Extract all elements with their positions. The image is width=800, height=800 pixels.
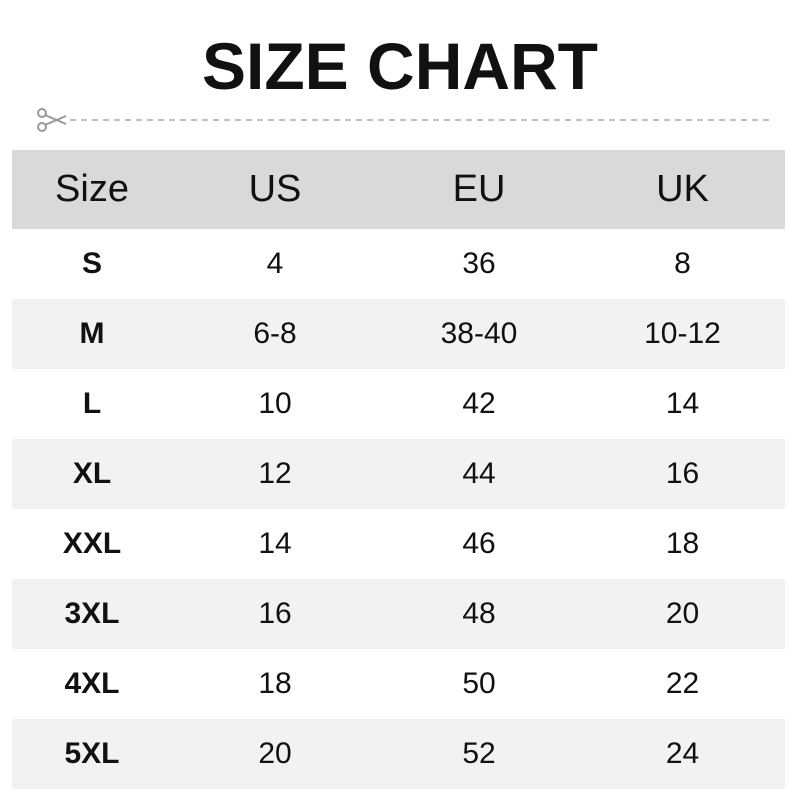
- table-row: 4XL 18 50 22: [12, 649, 785, 719]
- table-cell: 38-40: [440, 317, 518, 350]
- table-cell: 46: [462, 527, 496, 560]
- table-row: L 10 42 14: [12, 369, 785, 439]
- size-label-cell: S: [81, 247, 102, 280]
- size-label-cell: XL: [72, 457, 112, 490]
- table-cell: 4: [266, 247, 284, 280]
- scissors-icon: [37, 108, 67, 132]
- table-cell: 24: [665, 737, 700, 770]
- table-cell: 20: [258, 737, 292, 770]
- size-label-cell: M: [79, 317, 105, 350]
- table-cell: 10-12: [644, 317, 721, 350]
- table-row: XXL 14 46 18: [12, 509, 785, 579]
- table-cell: 44: [462, 457, 496, 490]
- table-row: S 4 36 8: [12, 229, 785, 299]
- table-cell: 48: [462, 597, 496, 630]
- table-cell: 14: [258, 527, 292, 560]
- size-label-cell: L: [82, 387, 102, 420]
- table-cell: 18: [258, 667, 292, 700]
- table-cell: 16: [665, 457, 700, 490]
- table-cell: 16: [258, 597, 292, 630]
- header-cell: UK: [656, 168, 709, 210]
- table-cell: 8: [674, 247, 691, 280]
- table-cell: 6-8: [253, 317, 297, 350]
- table-cell: 42: [462, 387, 496, 420]
- size-table: Size US EU UK S 4 36 8 M 6-8 38-40 10-12 L 10 42 14…: [12, 150, 785, 789]
- table-header-row: Size US EU UK: [12, 150, 785, 229]
- header-cell: Size: [55, 168, 129, 210]
- table-cell: 12: [258, 457, 292, 490]
- table-row: M 6-8 38-40 10-12: [12, 299, 785, 369]
- table-cell: 10: [258, 387, 292, 420]
- table-cell: 50: [462, 667, 496, 700]
- table-cell: 52: [462, 737, 496, 770]
- table-cell: 22: [665, 667, 700, 700]
- table-cell: 14: [665, 387, 700, 420]
- size-label-cell: 5XL: [64, 737, 120, 770]
- size-label-cell: 4XL: [64, 667, 120, 700]
- cut-line: [37, 108, 774, 132]
- table-cell: 36: [462, 247, 496, 280]
- table-row: 3XL 16 48 20: [12, 579, 785, 649]
- table-cell: 18: [665, 527, 700, 560]
- header-cell: EU: [452, 168, 506, 210]
- table-cell: 20: [665, 597, 700, 630]
- header-cell: US: [248, 168, 302, 210]
- page-title: SIZE CHART: [202, 29, 598, 103]
- table-row: 5XL 20 52 24: [12, 719, 785, 789]
- size-label-cell: XXL: [62, 527, 122, 560]
- table-row: XL 12 44 16: [12, 439, 785, 509]
- size-label-cell: 3XL: [64, 597, 120, 630]
